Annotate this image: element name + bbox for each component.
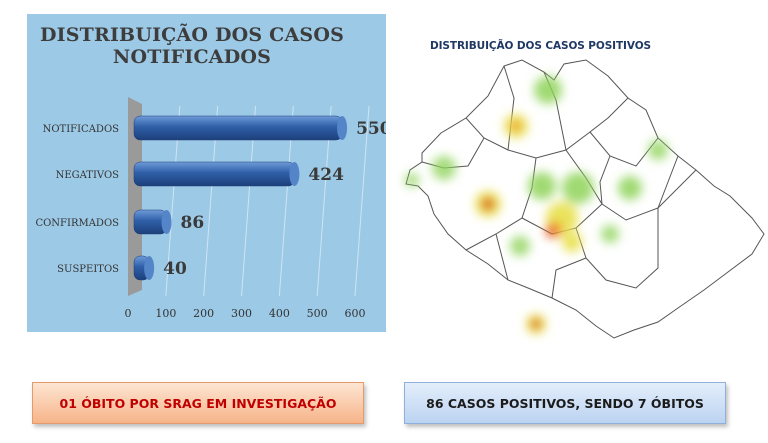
x-tick-label: 300 bbox=[231, 307, 252, 320]
x-tick-label: 200 bbox=[193, 307, 214, 320]
heat-spot bbox=[511, 121, 521, 131]
heat-spot bbox=[510, 236, 530, 256]
data-label: 86 bbox=[181, 213, 205, 233]
gridline bbox=[354, 105, 370, 297]
bar-cap bbox=[337, 116, 348, 140]
bar bbox=[133, 115, 343, 141]
map-division bbox=[575, 208, 659, 289]
map-heat-spots bbox=[405, 76, 668, 334]
heat-spot bbox=[534, 76, 562, 104]
heat-spot bbox=[405, 173, 419, 187]
heat-spot bbox=[531, 319, 541, 329]
heat-spot bbox=[601, 225, 619, 243]
bar-cap bbox=[144, 256, 155, 280]
map-division bbox=[495, 233, 509, 281]
heat-spot bbox=[562, 172, 594, 204]
heat-spot bbox=[618, 176, 642, 200]
category-label: NEGATIVOS bbox=[56, 170, 120, 181]
chart-title-line-2: NOTIFICADOS bbox=[112, 46, 272, 68]
bar-cap bbox=[289, 162, 300, 186]
x-tick-label: 400 bbox=[269, 307, 290, 320]
data-label: 424 bbox=[308, 165, 344, 185]
chart-title-line-1: DISTRIBUIÇÃO DOS CASOS bbox=[39, 24, 345, 46]
heat-spot bbox=[562, 232, 582, 252]
x-tick-label: 500 bbox=[307, 307, 328, 320]
heat-spot bbox=[432, 156, 456, 180]
heatmap-map bbox=[405, 59, 765, 339]
bar-chart: 0 100 200 300 400 500 600 NOTIFICADOS 550 NEGATIV… bbox=[35, 97, 386, 320]
map-division bbox=[465, 97, 629, 159]
bar-chart-panel: DISTRIBUIÇÃO DOS CASOS NOTIFICADOS 0 100 2… bbox=[27, 14, 386, 332]
chart-title: DISTRIBUIÇÃO DOS CASOS NOTIFICADOS bbox=[27, 24, 357, 68]
bar-cap bbox=[161, 210, 172, 234]
x-tick-label: 0 bbox=[125, 307, 132, 320]
chart-back-wall bbox=[128, 97, 142, 296]
bar bbox=[133, 161, 295, 187]
data-label: 550 bbox=[356, 119, 386, 139]
heat-spot bbox=[546, 228, 554, 236]
heat-spot bbox=[648, 140, 668, 160]
x-tick-label: 100 bbox=[155, 307, 176, 320]
category-label: CONFIRMADOS bbox=[35, 218, 119, 229]
heat-spot bbox=[528, 172, 556, 200]
map-division bbox=[599, 155, 679, 221]
map-division bbox=[551, 257, 587, 299]
map-division bbox=[657, 169, 697, 209]
positive-cases-callout: 86 CASOS POSITIVOS, SENDO 7 ÓBITOS bbox=[404, 382, 726, 424]
category-label: NOTIFICADOS bbox=[43, 124, 120, 135]
map-title: DISTRIBUIÇÃO DOS CASOS POSITIVOS bbox=[430, 40, 651, 52]
x-tick-label: 600 bbox=[345, 307, 366, 320]
heat-spot bbox=[482, 198, 494, 210]
deaths-investigation-callout: 01 ÓBITO POR SRAG EM INVESTIGAÇÃO bbox=[32, 382, 364, 424]
map-division bbox=[589, 131, 659, 167]
data-label: 40 bbox=[163, 259, 187, 279]
category-label: SUSPEITOS bbox=[57, 264, 119, 275]
